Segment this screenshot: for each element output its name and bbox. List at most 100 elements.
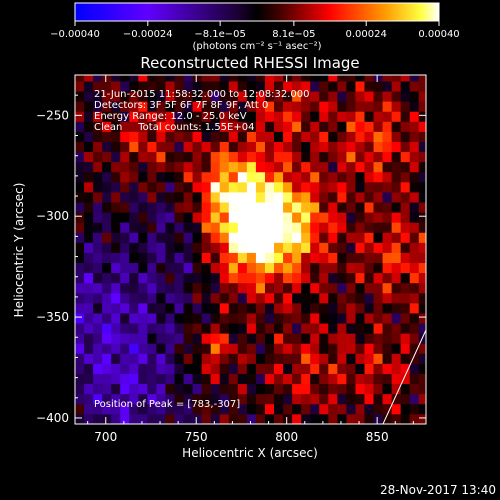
heatmap-cell [228,192,239,203]
heatmap-cell [111,222,121,233]
heatmap-cell [237,141,248,153]
heatmap-cell [246,272,257,284]
heatmap-cell [301,343,311,354]
heatmap-cell [255,212,266,223]
heatmap-cell [129,242,139,253]
annotation-time-range: 21-Jun-2015 11:58:32.000 to 12:08:32.000 [94,89,310,100]
heatmap-cell [237,131,248,142]
heatmap-cell [111,403,121,415]
heatmap-cell [219,75,230,82]
heatmap-cell [346,222,356,233]
heatmap-cell [120,262,130,274]
heatmap-cell [192,181,203,193]
heatmap-cell [147,212,157,223]
heatmap-cell [382,171,393,183]
heatmap-cell [400,151,411,163]
heatmap-cell [93,181,103,193]
heatmap-cell [84,323,94,334]
heatmap-cell [346,383,356,395]
heatmap-cell [219,413,230,424]
heatmap-cell [192,75,203,82]
heatmap-cell [337,81,347,92]
heatmap-cell [237,313,248,324]
heatmap-cell [373,151,383,163]
heatmap-cell [418,363,426,374]
heatmap-cell [346,403,356,415]
heatmap-cell [382,252,393,264]
heatmap-cell [102,373,112,385]
heatmap-cell [156,171,166,183]
heatmap-cell [255,403,266,415]
heatmap-cell [373,333,383,344]
heatmap-cell [246,262,257,274]
heatmap-cell [319,363,329,374]
heatmap-cell [328,222,338,233]
heatmap-cell [346,373,356,385]
heatmap-cell [165,262,175,274]
heatmap-cell [310,202,320,213]
heatmap-cell [138,161,148,173]
heatmap-cell [219,373,230,385]
heatmap-cell [274,91,284,102]
heatmap-cell [391,333,402,344]
heatmap-cell [337,242,347,253]
heatmap-cell [129,181,139,193]
heatmap-cell [102,272,112,284]
heatmap-cell [75,393,85,405]
heatmap-cell [400,363,411,374]
heatmap-cell [409,403,420,415]
heatmap-cell [228,161,239,173]
heatmap-cell [355,343,365,354]
heatmap-cell [129,202,139,213]
heatmap-cell [183,373,194,385]
heatmap-cell [373,393,383,405]
heatmap-cell [391,171,402,183]
heatmap-cell [274,111,284,122]
heatmap-cell [355,121,365,132]
heatmap-cell [337,75,347,82]
heatmap-cell [138,121,148,132]
heatmap-cell [328,373,338,385]
heatmap-cell [228,373,239,385]
heatmap-cell [174,212,184,223]
heatmap-cell [138,302,148,314]
heatmap-cell [364,292,374,304]
heatmap-cell [409,222,420,233]
heatmap-cell [228,333,239,344]
heatmap-cell [192,91,203,102]
heatmap-cell [409,232,420,243]
heatmap-cell [156,131,166,142]
heatmap-cell [84,232,94,243]
heatmap-cell [283,343,293,354]
heatmap-cell [246,81,257,92]
heatmap-cell [274,222,284,233]
heatmap-cell [75,413,85,424]
heatmap-cell [337,161,347,173]
heatmap-cell [255,323,266,334]
heatmap-cell [201,333,212,344]
heatmap-cell [264,161,275,173]
heatmap-cell [165,252,175,264]
heatmap-cell [219,212,230,223]
heatmap-cell [102,363,112,374]
heatmap-cell [418,393,426,405]
heatmap-cell [328,353,338,364]
heatmap-cell [246,252,257,264]
heatmap-cell [355,363,365,374]
heatmap-cell [310,171,320,183]
heatmap-cell [301,212,311,223]
heatmap-cell [337,171,347,183]
heatmap-cell [174,413,184,424]
heatmap-cell [337,232,347,243]
heatmap-cell [228,121,239,132]
heatmap-cell [274,151,284,163]
heatmap-cell [391,373,402,385]
heatmap-cell [418,81,426,92]
heatmap-cell [165,373,175,385]
heatmap-cell [409,292,420,304]
heatmap-cell [382,363,393,374]
heatmap-cell [102,333,112,344]
heatmap-cell [418,272,426,284]
heatmap-cell [391,81,402,92]
heatmap-cell [120,413,130,424]
